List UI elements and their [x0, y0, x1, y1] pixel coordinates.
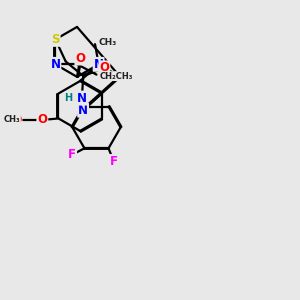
- Text: F: F: [110, 155, 118, 168]
- Text: N: N: [78, 104, 88, 117]
- Text: S: S: [51, 33, 60, 46]
- Text: O: O: [37, 113, 47, 126]
- Text: CH₃: CH₃: [4, 116, 20, 124]
- Text: F: F: [68, 148, 76, 161]
- Text: N: N: [94, 58, 103, 71]
- Text: CH₂CH₃: CH₂CH₃: [100, 72, 134, 81]
- Text: H: H: [64, 93, 73, 103]
- Text: N: N: [50, 58, 60, 71]
- Text: O: O: [99, 61, 110, 74]
- Text: N: N: [77, 92, 87, 105]
- Text: O: O: [75, 52, 85, 64]
- Text: CH₃: CH₃: [99, 38, 117, 46]
- Text: O: O: [14, 115, 22, 125]
